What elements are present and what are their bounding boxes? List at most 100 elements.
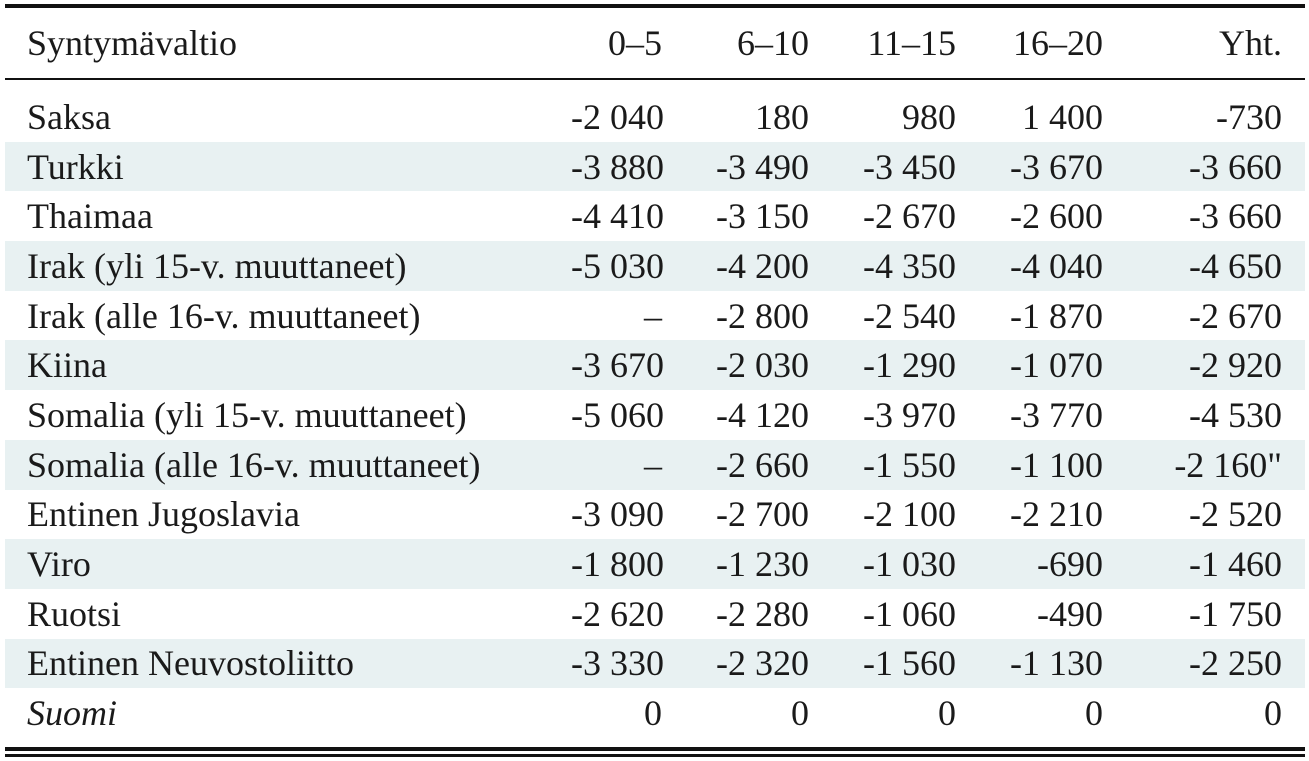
cell-total: -4 530 [1189, 394, 1282, 435]
header-cell-age-0-5: 0–5 [608, 23, 662, 63]
cell-age-0-5: -2 040 [571, 96, 664, 137]
cell-age-0-5: -3 090 [571, 494, 664, 535]
cell-age-6-10: -2 800 [716, 295, 809, 336]
cell-age-11-15: -1 560 [863, 643, 956, 684]
cell-age-6-10: -2 030 [716, 345, 809, 386]
cell-age-11-15: -1 060 [863, 593, 956, 634]
table-row: Saksa -2 040 180 980 1 400 -730 [5, 92, 1305, 142]
row-label-country: Entinen Jugoslavia [27, 494, 300, 535]
table-row: Viro -1 800 -1 230 -1 030 -690 -1 460 [5, 539, 1305, 589]
cell-age-11-15: -2 100 [863, 494, 956, 535]
cell-age-16-20: -490 [1037, 593, 1103, 634]
table-row: Thaimaa -4 410 -3 150 -2 670 -2 600 -3 660 [5, 191, 1305, 241]
cell-age-11-15: -4 350 [863, 245, 956, 286]
table-row: Entinen Jugoslavia -3 090 -2 700 -2 100 -2 2… [5, 490, 1305, 540]
header-row: Syntymävaltio 0–5 6–10 11–15 16–20 Yht. [5, 8, 1305, 78]
table-header: Syntymävaltio 0–5 6–10 11–15 16–20 Yht. [5, 8, 1305, 78]
cell-age-6-10: -3 150 [716, 196, 809, 237]
header-cell-age-6-10: 6–10 [737, 23, 809, 63]
cell-total: -3 660 [1189, 196, 1282, 237]
row-label-country: Irak (alle 16-v. muuttaneet) [27, 295, 421, 336]
cell-age-11-15: -1 030 [863, 544, 956, 585]
row-label-country: Kiina [27, 345, 107, 386]
header-cell-total: Yht. [1219, 23, 1282, 63]
cell-age-16-20: -1 070 [1010, 345, 1103, 386]
cell-age-6-10: -2 660 [716, 444, 809, 485]
row-label-country: Viro [27, 544, 91, 585]
cell-age-0-5: -3 670 [571, 345, 664, 386]
cell-age-16-20: -1 130 [1010, 643, 1103, 684]
table-body: Saksa -2 040 180 980 1 400 -730 Turkki -3 880 -3… [5, 92, 1305, 738]
cell-age-16-20: -1 100 [1010, 444, 1103, 485]
row-label-country: Saksa [27, 96, 111, 137]
cell-age-6-10: -2 320 [716, 643, 809, 684]
table-top-rule [5, 4, 1305, 8]
row-label-country: Thaimaa [27, 196, 153, 237]
cell-total: -2 920 [1189, 345, 1282, 386]
table-row: Turkki -3 880 -3 490 -3 450 -3 670 -3 660 [5, 141, 1305, 192]
cell-age-0-5: -5 060 [571, 394, 664, 435]
cell-age-0-5: -5 030 [571, 245, 664, 286]
cell-age-0-5: -1 800 [571, 544, 664, 585]
row-label-country: Suomi [27, 693, 117, 734]
cell-total: -2 250 [1189, 643, 1282, 684]
cell-age-6-10: -2 280 [716, 593, 809, 634]
cell-total: -2 160" [1174, 444, 1282, 485]
header-cell-country: Syntymävaltio [27, 23, 237, 63]
cell-age-6-10: -2 700 [716, 494, 809, 535]
cell-total: -730 [1216, 96, 1282, 137]
cell-age-16-20: 0 [1085, 693, 1103, 734]
row-label-country: Turkki [27, 146, 124, 187]
row-label-country: Somalia (alle 16-v. muuttaneet) [27, 444, 481, 485]
cell-age-0-5: – [644, 295, 662, 336]
cell-age-11-15: 0 [938, 693, 956, 734]
header-cell-age-16-20: 16–20 [1013, 23, 1103, 63]
cell-age-16-20: -1 870 [1010, 295, 1103, 336]
cell-total: -1 750 [1189, 593, 1282, 634]
table-bottom-rule-thick [5, 746, 1305, 751]
cell-age-11-15: -3 450 [863, 146, 956, 187]
cell-age-6-10: -4 120 [716, 394, 809, 435]
row-label-country: Entinen Neuvostoliitto [27, 643, 354, 684]
table-row: Suomi 0 0 0 0 0 [5, 688, 1305, 738]
cell-total: -1 460 [1189, 544, 1282, 585]
row-label-country: Somalia (yli 15-v. muuttaneet) [27, 394, 467, 435]
cell-age-0-5: -2 620 [571, 593, 664, 634]
cell-age-0-5: -3 330 [571, 643, 664, 684]
row-label-country: Irak (yli 15-v. muuttaneet) [27, 245, 407, 286]
table-bottom-rule-thin [5, 753, 1305, 757]
data-table-container: Syntymävaltio 0–5 6–10 11–15 16–20 Yht. … [5, 4, 1305, 757]
cell-age-11-15: -3 970 [863, 394, 956, 435]
table-header-rule [5, 78, 1305, 80]
cell-age-16-20: -3 670 [1010, 146, 1103, 187]
cell-age-16-20: -2 210 [1010, 494, 1103, 535]
table-row: Irak (alle 16-v. muuttaneet) – -2 800 -2 54… [5, 291, 1305, 341]
table-row: Ruotsi -2 620 -2 280 -1 060 -490 -1 750 [5, 589, 1305, 639]
cell-age-0-5: -3 880 [571, 146, 664, 187]
cell-age-0-5: – [644, 444, 662, 485]
cell-total: 0 [1264, 693, 1282, 734]
cell-age-11-15: 980 [902, 96, 956, 137]
cell-age-0-5: 0 [644, 693, 662, 734]
cell-age-16-20: -3 770 [1010, 394, 1103, 435]
cell-age-0-5: -4 410 [571, 196, 664, 237]
table-row: Somalia (yli 15-v. muuttaneet) -5 060 -4 1… [5, 390, 1305, 440]
header-cell-age-11-15: 11–15 [867, 23, 956, 63]
cell-age-6-10: 180 [755, 96, 809, 137]
cell-age-11-15: -1 550 [863, 444, 956, 485]
cell-total: -3 660 [1189, 146, 1282, 187]
data-table: Syntymävaltio 0–5 6–10 11–15 16–20 Yht. [5, 8, 1305, 78]
cell-age-16-20: 1 400 [1022, 96, 1103, 137]
cell-total: -2 520 [1189, 494, 1282, 535]
cell-age-11-15: -2 540 [863, 295, 956, 336]
row-label-country: Ruotsi [27, 593, 122, 634]
table-row: Somalia (alle 16-v. muuttaneet) – -2 660 -1… [5, 439, 1305, 490]
cell-age-6-10: -3 490 [716, 146, 809, 187]
table-row: Entinen Neuvostoliitto -3 330 -2 320 -1 560… [5, 638, 1305, 689]
cell-age-6-10: -1 230 [716, 544, 809, 585]
cell-age-6-10: 0 [791, 693, 809, 734]
cell-age-11-15: -1 290 [863, 345, 956, 386]
table-row: Kiina -3 670 -2 030 -1 290 -1 070 -2 920 [5, 340, 1305, 391]
cell-age-16-20: -2 600 [1010, 196, 1103, 237]
cell-age-6-10: -4 200 [716, 245, 809, 286]
